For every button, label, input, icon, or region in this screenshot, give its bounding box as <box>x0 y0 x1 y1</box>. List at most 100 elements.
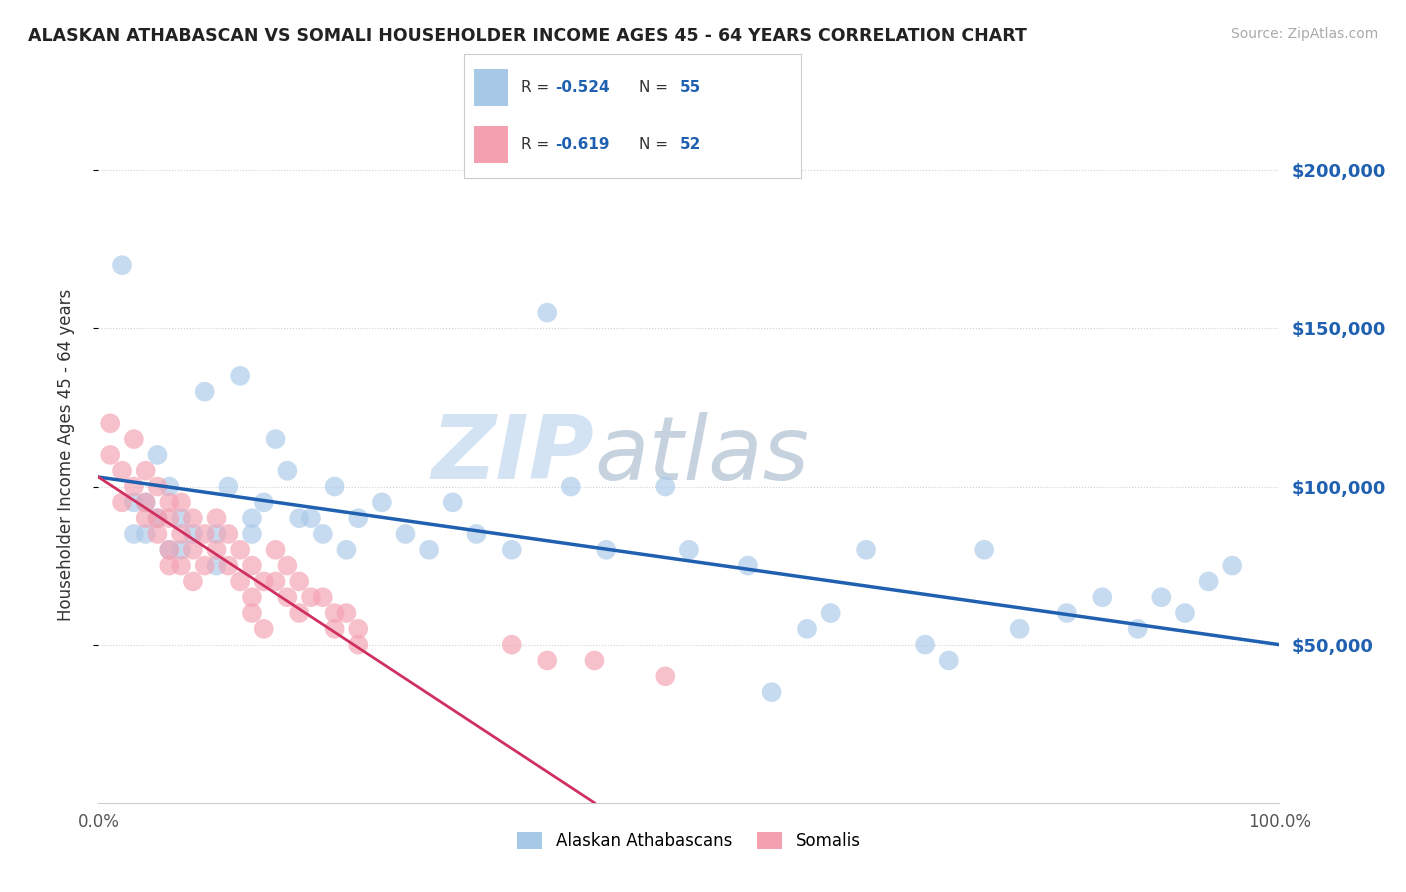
Point <box>135 511 157 525</box>
Point <box>98 417 121 431</box>
Point <box>1174 606 1197 620</box>
Point <box>796 622 818 636</box>
Point <box>157 542 180 557</box>
Point <box>240 511 263 525</box>
Point <box>595 542 617 557</box>
Point <box>111 258 134 272</box>
Point <box>1126 622 1149 636</box>
Point <box>146 448 169 462</box>
Point <box>157 511 180 525</box>
Text: N =: N = <box>640 79 673 95</box>
Point <box>253 574 276 589</box>
Point <box>170 495 193 509</box>
Point <box>217 527 239 541</box>
Text: -0.524: -0.524 <box>555 79 610 95</box>
Point <box>170 511 193 525</box>
Point <box>217 479 239 493</box>
Point <box>654 479 676 493</box>
Point <box>560 479 582 493</box>
Point <box>654 669 676 683</box>
Point <box>229 574 252 589</box>
Point <box>135 527 157 541</box>
Point <box>973 542 995 557</box>
Point <box>194 558 217 573</box>
Point <box>205 558 228 573</box>
Point <box>122 495 145 509</box>
Bar <box>474 126 508 163</box>
Point <box>264 574 287 589</box>
Point <box>240 606 263 620</box>
Point <box>323 622 346 636</box>
Legend: Alaskan Athabascans, Somalis: Alaskan Athabascans, Somalis <box>510 826 868 857</box>
Point <box>820 606 842 620</box>
Point <box>135 495 157 509</box>
Bar <box>474 69 508 106</box>
Text: N =: N = <box>640 137 673 153</box>
Point <box>157 558 180 573</box>
Point <box>240 558 263 573</box>
Point <box>276 591 298 605</box>
Text: -0.619: -0.619 <box>555 137 610 153</box>
Point <box>1198 574 1220 589</box>
Point <box>914 638 936 652</box>
Point <box>312 527 335 541</box>
Point <box>181 542 204 557</box>
Point <box>253 622 276 636</box>
Point <box>737 558 759 573</box>
Point <box>347 638 370 652</box>
Point <box>347 622 370 636</box>
Text: 55: 55 <box>681 79 702 95</box>
Point <box>678 542 700 557</box>
Point <box>288 574 311 589</box>
Point <box>501 542 523 557</box>
Point <box>217 558 239 573</box>
Point <box>135 495 157 509</box>
Point <box>111 464 134 478</box>
Point <box>157 479 180 493</box>
Point <box>536 653 558 667</box>
Point <box>240 591 263 605</box>
Point <box>194 384 217 399</box>
Text: Source: ZipAtlas.com: Source: ZipAtlas.com <box>1230 27 1378 41</box>
Point <box>1220 558 1243 573</box>
Point <box>276 464 298 478</box>
Point <box>170 527 193 541</box>
Point <box>122 479 145 493</box>
Point <box>583 653 606 667</box>
Point <box>1091 591 1114 605</box>
Point <box>761 685 783 699</box>
Point <box>181 574 204 589</box>
Point <box>240 527 263 541</box>
Point <box>335 606 357 620</box>
Point <box>465 527 488 541</box>
Text: atlas: atlas <box>595 412 810 498</box>
Point <box>157 495 180 509</box>
Point <box>288 606 311 620</box>
Point <box>264 432 287 446</box>
Point <box>135 464 157 478</box>
Point <box>146 511 169 525</box>
Point <box>501 638 523 652</box>
Y-axis label: Householder Income Ages 45 - 64 years: Householder Income Ages 45 - 64 years <box>56 289 75 621</box>
Point <box>146 479 169 493</box>
Point <box>264 542 287 557</box>
Point <box>205 511 228 525</box>
Point <box>288 511 311 525</box>
Point <box>194 527 217 541</box>
Point <box>323 606 346 620</box>
Point <box>170 558 193 573</box>
Point <box>1008 622 1031 636</box>
Point <box>371 495 394 509</box>
Point <box>229 542 252 557</box>
Point <box>299 591 322 605</box>
Text: R =: R = <box>522 137 554 153</box>
Point <box>335 542 357 557</box>
Point <box>394 527 416 541</box>
Text: ZIP: ZIP <box>432 411 595 499</box>
Point <box>418 542 440 557</box>
Text: 52: 52 <box>681 137 702 153</box>
Point <box>229 368 252 383</box>
Point <box>181 511 204 525</box>
Point <box>1056 606 1078 620</box>
Point <box>122 527 145 541</box>
